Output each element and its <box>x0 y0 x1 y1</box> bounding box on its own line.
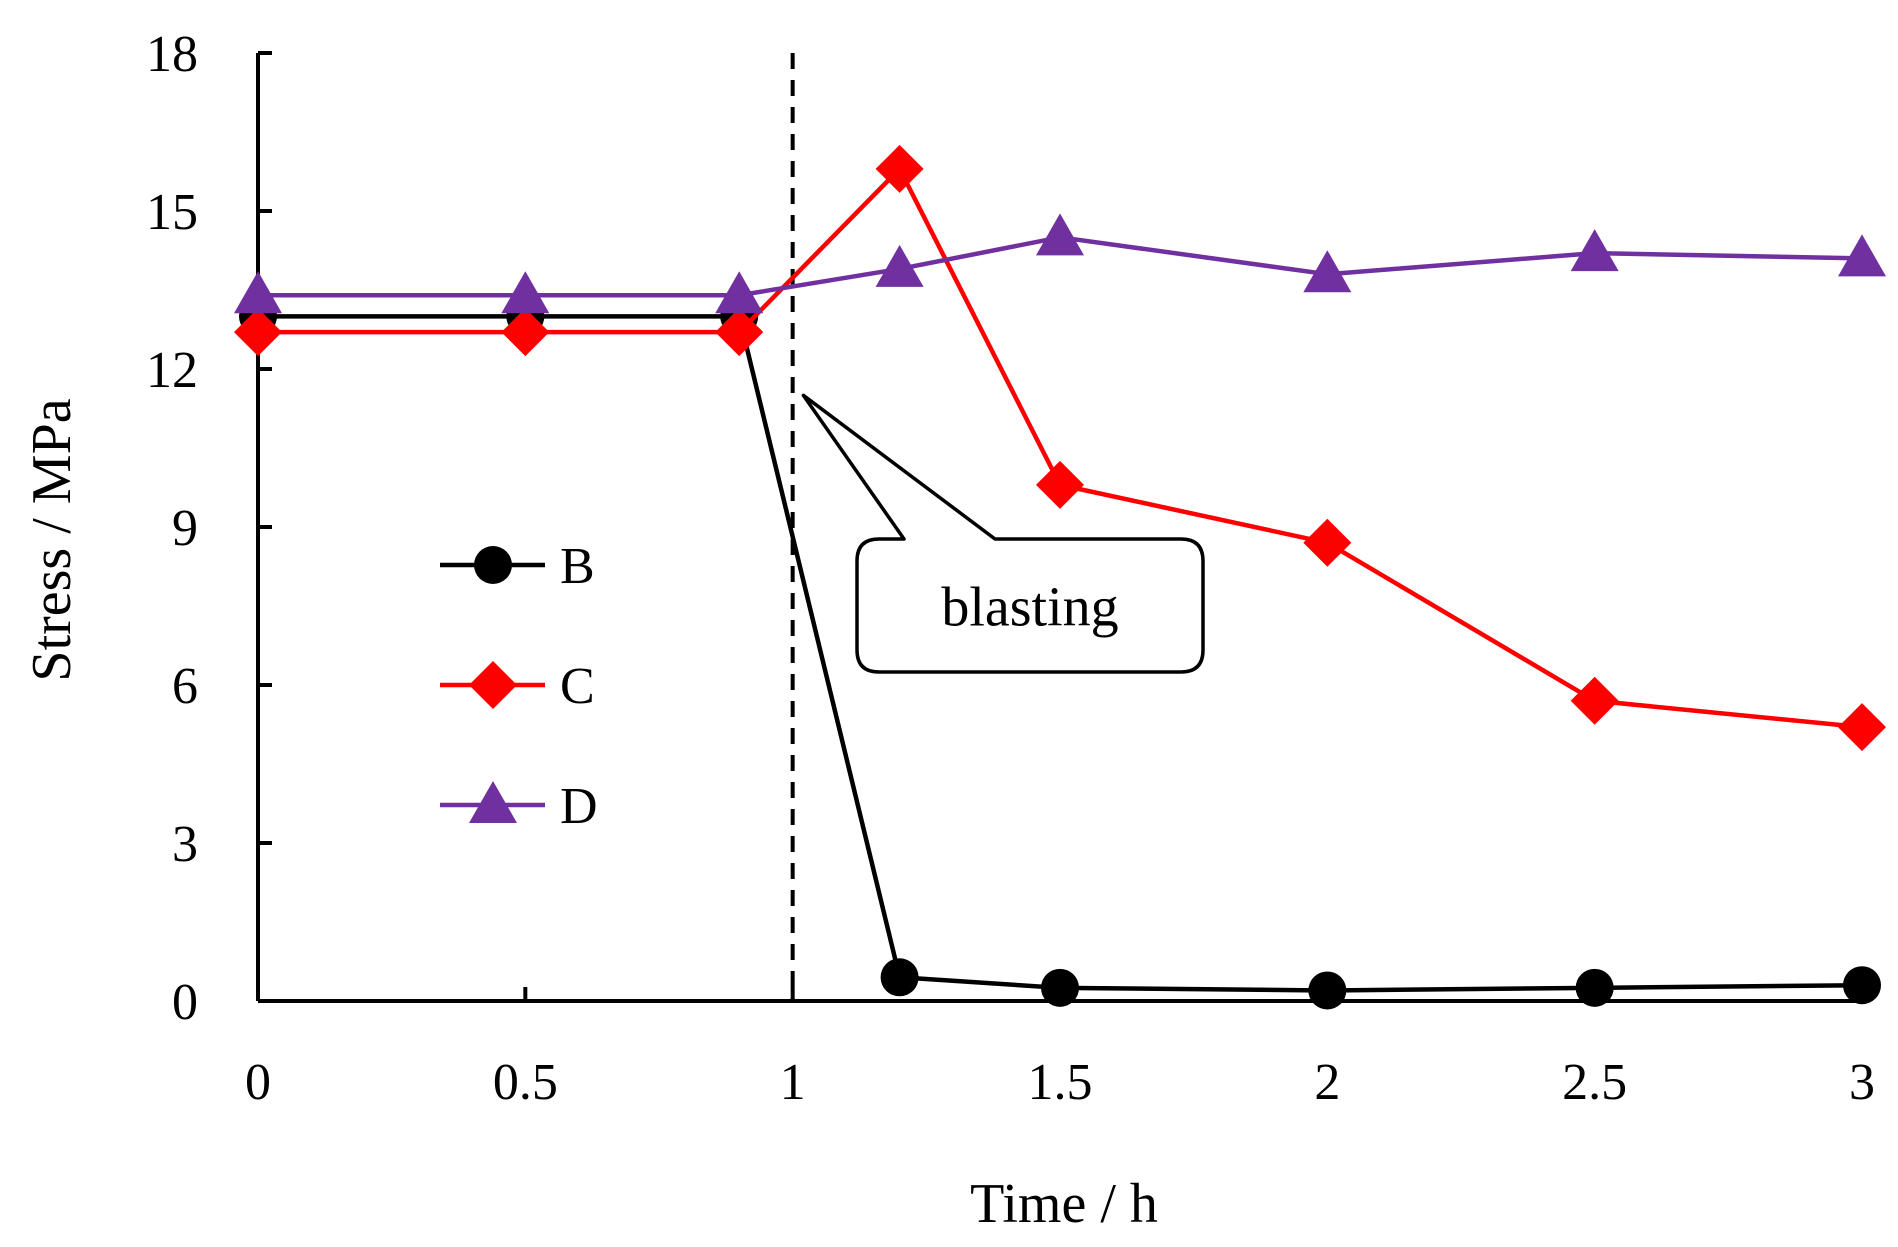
blasting-callout: blasting <box>801 393 1205 674</box>
legend: B C D <box>440 538 598 835</box>
axes: 0 3 6 9 12 15 18 0 0.5 1 1.5 2 2.5 3 <box>146 26 1875 1111</box>
series-C-point <box>501 308 550 357</box>
x-axis-title: Time / h <box>970 1173 1158 1235</box>
y-tick-label: 0 <box>172 974 198 1031</box>
series-C <box>234 144 1886 752</box>
y-tick-label: 18 <box>146 26 198 83</box>
series-B-point <box>880 958 919 997</box>
callout-box <box>801 393 1205 674</box>
y-axis-title: Stress / MPa <box>21 398 83 681</box>
x-tick-label: 0.5 <box>493 1054 558 1111</box>
series-B-point <box>1308 971 1347 1010</box>
series-C-point <box>1036 460 1084 509</box>
series-C-point <box>715 308 764 357</box>
series-D-line <box>258 235 1863 298</box>
series-C-point <box>1570 676 1619 725</box>
series-B-point <box>1575 968 1614 1007</box>
series-D-point <box>501 271 550 314</box>
series-D-point <box>1036 213 1084 256</box>
series-C-line <box>258 166 1863 730</box>
y-tick-label: 9 <box>172 500 198 557</box>
y-tick-label: 3 <box>172 816 198 873</box>
series-C-point <box>1838 703 1886 752</box>
series-D-point <box>234 271 282 314</box>
x-tick-label: 1 <box>780 1054 806 1111</box>
x-tick-label: 2.5 <box>1562 1054 1627 1111</box>
x-tick-label: 3 <box>1849 1054 1875 1111</box>
series-D-point <box>875 244 924 287</box>
series-layer <box>234 144 1886 1010</box>
legend-swatch-marker <box>469 661 517 709</box>
y-tick-label: 15 <box>146 184 198 241</box>
legend-label: C <box>560 658 595 715</box>
x-tick-label: 1.5 <box>1028 1054 1093 1111</box>
series-B-point <box>1843 966 1881 1005</box>
x-tick-label: 0 <box>245 1054 271 1111</box>
y-tick-label: 12 <box>146 342 198 399</box>
legend-label: D <box>560 778 598 835</box>
series-D-point <box>1838 234 1886 277</box>
series-D-point <box>1570 229 1619 272</box>
y-tick-label: 6 <box>172 658 198 715</box>
x-tick-label: 2 <box>1314 1054 1340 1111</box>
series-C-point <box>875 144 924 193</box>
legend-swatch-marker <box>474 546 512 584</box>
legend-swatch-marker <box>469 781 517 823</box>
series-D-point <box>1303 250 1352 293</box>
legend-item-D: D <box>440 778 598 835</box>
legend-label: B <box>560 538 595 595</box>
legend-item-B: B <box>440 538 595 595</box>
callout-label: blasting <box>941 577 1118 639</box>
series-D <box>234 213 1886 314</box>
series-C-point <box>1303 518 1352 567</box>
series-B-point <box>1041 968 1079 1007</box>
series-B-line <box>258 314 1863 993</box>
series-D-point <box>715 271 764 314</box>
legend-item-C: C <box>440 658 595 715</box>
series-C-point <box>234 308 282 357</box>
